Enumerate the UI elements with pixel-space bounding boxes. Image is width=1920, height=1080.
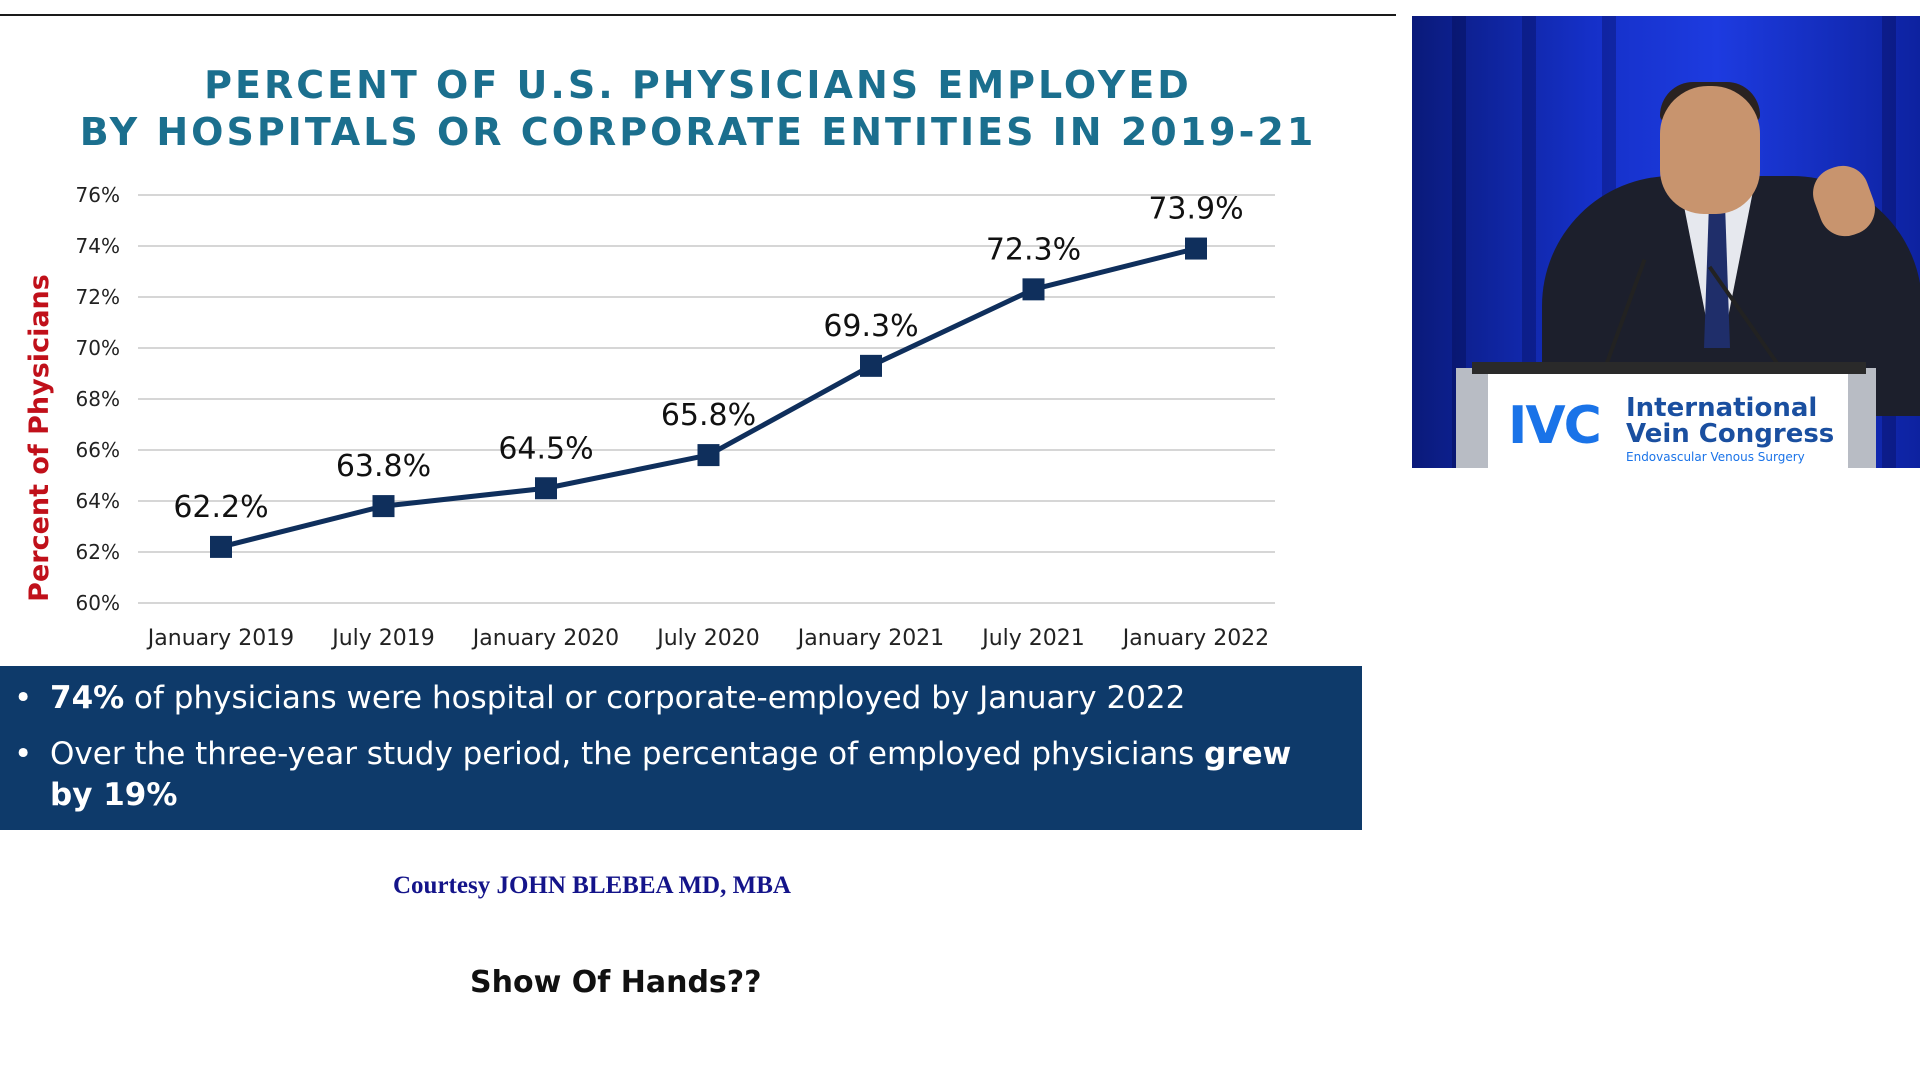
- bullet-dot: •: [14, 736, 33, 772]
- y-tick-label: 62%: [76, 540, 120, 564]
- y-tick-label: 74%: [76, 234, 120, 258]
- chart-title-line1: PERCENT OF U.S. PHYSICIANS EMPLOYED: [204, 63, 1192, 107]
- podium-sign: IVC International Vein Congress Endovasc…: [1488, 374, 1848, 468]
- data-label: 69.3%: [823, 309, 918, 344]
- chart-title-line2: BY HOSPITALS OR CORPORATE ENTITIES IN 20…: [79, 110, 1317, 154]
- y-tick-label: 68%: [76, 387, 120, 411]
- y-tick-label: 76%: [76, 183, 120, 207]
- top-divider: [0, 14, 1396, 16]
- y-tick-label: 72%: [76, 285, 120, 309]
- data-point-marker: [535, 477, 557, 500]
- x-tick-label: January 2021: [796, 626, 944, 651]
- logo-subtitle: Endovascular Venous Surgery: [1626, 450, 1805, 464]
- summary-banner: • 74% of physicians were hospital or cor…: [0, 666, 1362, 830]
- y-tick-label: 64%: [76, 489, 120, 513]
- data-point-marker: [1022, 278, 1045, 301]
- y-axis-label: Percent of Physicians: [24, 274, 55, 602]
- data-label: 65.8%: [661, 398, 756, 433]
- podium-top: [1472, 362, 1866, 374]
- speaker-head: [1660, 86, 1760, 214]
- x-tick-label: January 2019: [146, 626, 294, 651]
- logo-line1: International: [1626, 393, 1818, 423]
- data-label: 64.5%: [498, 431, 593, 466]
- logo-line2: Vein Congress: [1626, 419, 1835, 449]
- data-point-marker: [697, 444, 720, 467]
- x-tick-label: July 2019: [330, 626, 435, 651]
- bullet-dot: •: [14, 680, 33, 716]
- bullet-text: Over the three-year study period, the pe…: [50, 736, 1205, 772]
- data-point-marker: [372, 495, 395, 518]
- line-chart: 60% 62% 64% 66% 68% 70% 72% 74% 76% January 2019…: [24, 183, 1275, 651]
- bullet-bold-tail: grew by 19%: [50, 736, 1292, 813]
- data-label: 72.3%: [986, 232, 1081, 267]
- ivc-logo-mark: IVC: [1508, 396, 1602, 456]
- speaker-video-feed: IVC International Vein Congress Endovasc…: [1412, 16, 1920, 468]
- data-label: 63.8%: [336, 449, 431, 484]
- x-tick-label: January 2022: [1121, 626, 1269, 651]
- y-tick-label: 60%: [76, 591, 120, 615]
- data-point-marker: [1185, 237, 1207, 260]
- data-label: 73.9%: [1148, 192, 1243, 227]
- x-tick-label: July 2021: [980, 626, 1085, 651]
- bullet-bold-lead: 74%: [50, 680, 125, 716]
- data-point-marker: [860, 354, 882, 377]
- data-label: 62.2%: [173, 490, 268, 525]
- y-tick-label: 70%: [76, 336, 120, 360]
- y-tick-label: 66%: [76, 438, 120, 462]
- curtain-fold: [1522, 16, 1536, 468]
- bullet-text: of physicians were hospital or corporate…: [124, 680, 1186, 716]
- x-tick-label: July 2020: [655, 626, 760, 651]
- curtain-fold: [1452, 16, 1466, 468]
- show-of-hands-text: Show Of Hands??: [470, 965, 762, 1000]
- data-point-marker: [210, 535, 232, 558]
- slide: PERCENT OF U.S. PHYSICIANS EMPLOYED BY H…: [0, 14, 1396, 1000]
- courtesy-credit: Courtesy JOHN BLEBEA MD, MBA: [393, 872, 791, 899]
- chart-title: PERCENT OF U.S. PHYSICIANS EMPLOYED BY H…: [0, 62, 1396, 156]
- x-tick-label: January 2020: [471, 626, 619, 651]
